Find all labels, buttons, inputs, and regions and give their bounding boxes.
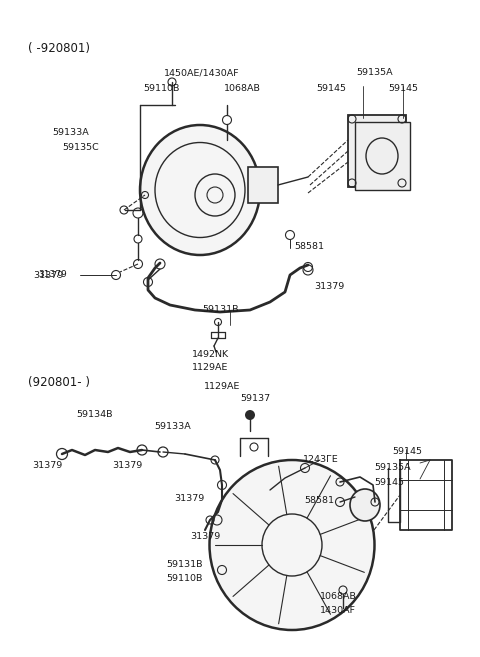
- Text: 31379: 31379: [190, 532, 220, 541]
- Text: ( -920801): ( -920801): [28, 42, 90, 55]
- Text: 58581: 58581: [294, 242, 324, 251]
- Text: 59110B: 59110B: [143, 84, 180, 93]
- Text: 1068AB: 1068AB: [320, 592, 357, 601]
- Text: 31379: 31379: [314, 282, 344, 291]
- Text: 1430AF: 1430AF: [320, 606, 356, 615]
- Text: 1243ГЕ: 1243ГЕ: [303, 455, 339, 464]
- Text: 1068AB: 1068AB: [224, 84, 261, 93]
- Text: 59137: 59137: [240, 394, 270, 403]
- Text: 31379: 31379: [174, 494, 204, 503]
- Text: (920801- ): (920801- ): [28, 376, 90, 389]
- Text: 59135C: 59135C: [62, 143, 99, 152]
- Text: 59134B: 59134B: [76, 410, 112, 419]
- FancyBboxPatch shape: [355, 122, 410, 190]
- Text: 59135A: 59135A: [356, 68, 393, 77]
- Text: 59145: 59145: [392, 447, 422, 456]
- FancyBboxPatch shape: [348, 115, 406, 187]
- Text: 59110B: 59110B: [166, 574, 203, 583]
- Text: 59133A: 59133A: [52, 128, 89, 137]
- Text: 31379: 31379: [38, 270, 67, 279]
- Text: 31379: 31379: [32, 461, 62, 470]
- Ellipse shape: [140, 125, 260, 255]
- Ellipse shape: [209, 460, 374, 630]
- Text: 59133A: 59133A: [154, 422, 191, 431]
- FancyBboxPatch shape: [248, 167, 278, 203]
- Text: 1450AE/1430AF: 1450AE/1430AF: [164, 68, 240, 77]
- Text: 1492NK: 1492NK: [192, 350, 229, 359]
- Text: 1129AE: 1129AE: [204, 382, 240, 391]
- Ellipse shape: [350, 489, 380, 521]
- Text: 1129AE: 1129AE: [192, 363, 228, 372]
- Text: 58581: 58581: [304, 496, 334, 505]
- Text: 31379: 31379: [33, 271, 63, 280]
- Text: 59131B: 59131B: [202, 305, 239, 314]
- Text: 59131B: 59131B: [166, 560, 203, 569]
- Text: 59135A: 59135A: [374, 463, 410, 472]
- Circle shape: [245, 410, 255, 420]
- Text: 59145: 59145: [316, 84, 346, 93]
- Text: 31379: 31379: [112, 461, 142, 470]
- Text: 59145: 59145: [388, 84, 418, 93]
- Text: 59145: 59145: [374, 478, 404, 487]
